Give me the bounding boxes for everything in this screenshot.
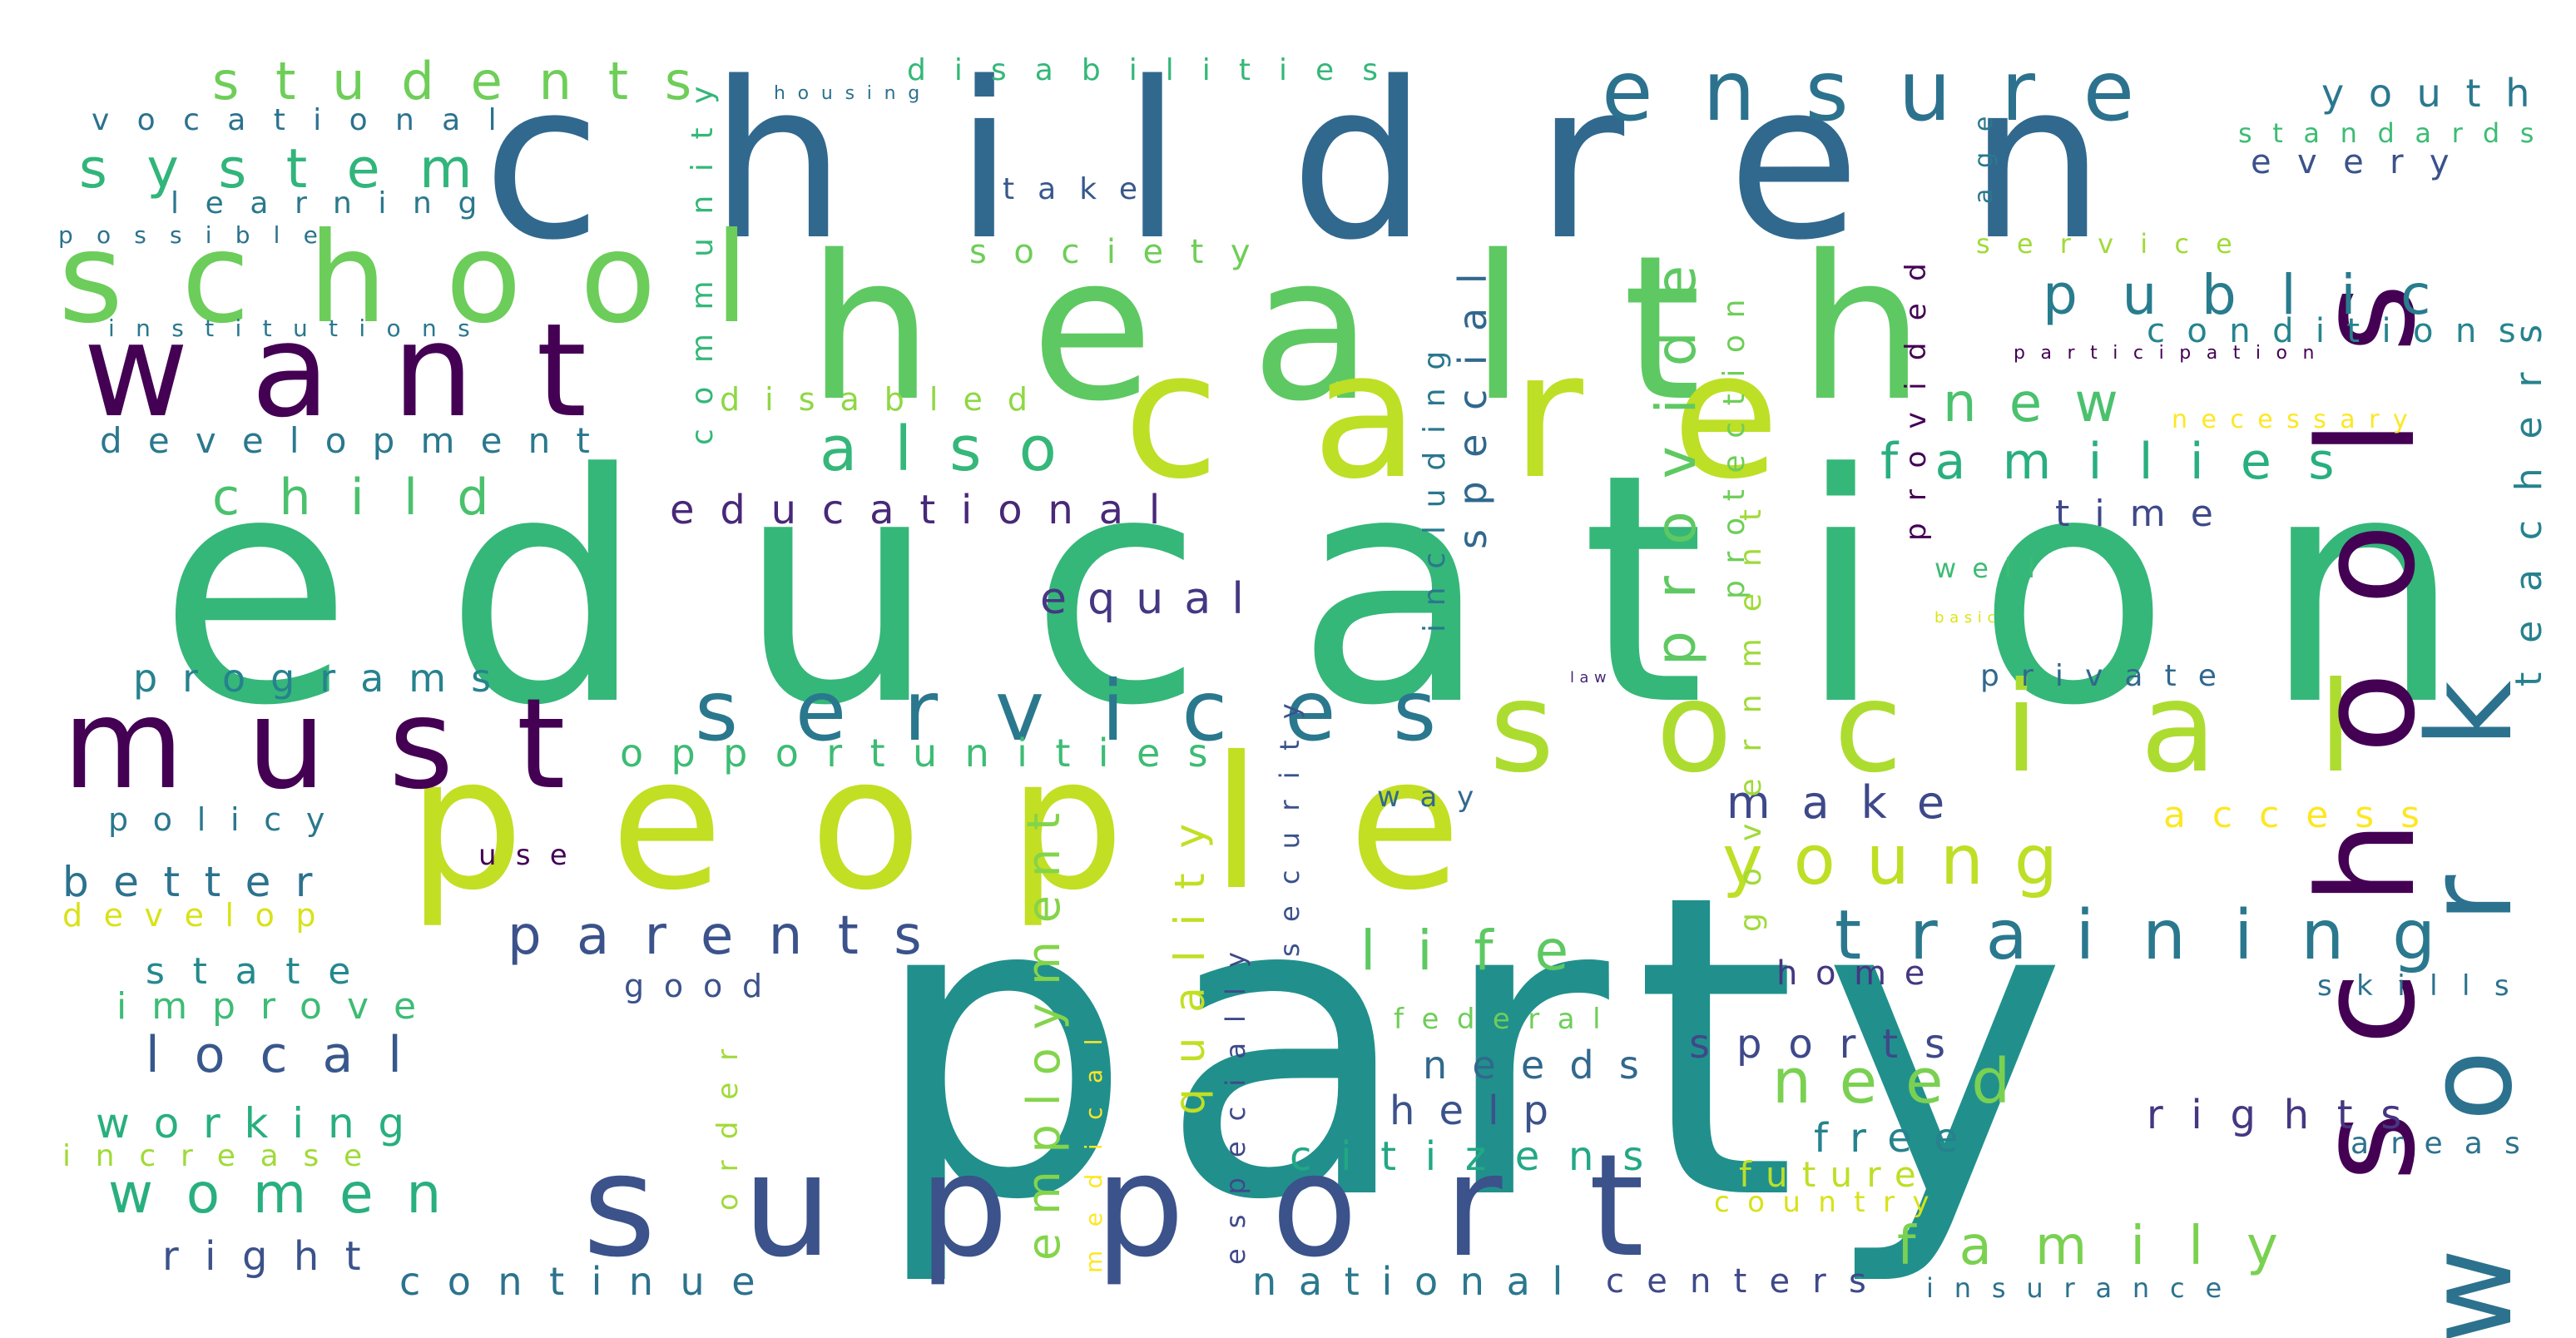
word-child: child <box>212 468 528 527</box>
word-need: need <box>1772 1046 2039 1117</box>
word-family: family <box>1897 1216 2322 1277</box>
word-continue: continue <box>399 1259 783 1304</box>
word-increase: increase <box>62 1139 387 1173</box>
word-country: country <box>1714 1186 1947 1219</box>
word-citizens: citizens <box>1290 1133 1672 1180</box>
word-government: government <box>1733 483 1768 932</box>
word-life: life <box>1360 919 1610 983</box>
word-service: service <box>1976 228 2260 260</box>
word-training: training <box>1835 896 2484 975</box>
word-time: time <box>2055 493 2238 535</box>
word-basic: basic <box>1934 609 2001 627</box>
word-teachers: teachers <box>2508 295 2551 687</box>
word-local: local <box>146 1026 438 1084</box>
word-services: services <box>695 662 1494 760</box>
word-needs: needs <box>1423 1043 1665 1088</box>
word-help: help <box>1390 1088 1573 1134</box>
word-state: state <box>146 950 379 993</box>
word-development: development <box>100 420 617 461</box>
word-every: every <box>2251 143 2476 181</box>
word-sports: sports <box>1689 1021 1972 1068</box>
word-learning: learning <box>171 186 503 221</box>
word-future: future <box>1739 1154 1930 1195</box>
word-disabilities: disabilities <box>907 53 1407 87</box>
word-areas: areas <box>2351 1127 2542 1161</box>
word-use: use <box>478 839 587 872</box>
word-education: education <box>158 406 2555 775</box>
word-conditions: conditions <box>2147 312 2538 350</box>
word-party: party <box>869 806 2093 1291</box>
word-law: law <box>1570 669 1612 686</box>
word-society: society <box>969 233 1278 271</box>
word-school: school <box>58 206 808 351</box>
word-develop: develop <box>62 897 338 934</box>
word-support: support <box>582 1124 1731 1289</box>
word-better: better <box>62 858 337 906</box>
word-families: families <box>1880 433 2371 491</box>
word-participation: participation <box>2014 343 2331 364</box>
word-well: well <box>1934 553 2052 584</box>
word-home: home <box>1776 954 1943 993</box>
word-including: including <box>1417 333 1452 632</box>
word-social: social <box>1489 656 2455 800</box>
word-students: students <box>212 51 729 112</box>
word-way: way <box>1377 780 1494 814</box>
word-educational: educational <box>670 487 1186 533</box>
word-age: age <box>1969 96 1999 204</box>
word-medical: medical <box>1080 1014 1108 1274</box>
word-people: people <box>408 717 1548 930</box>
word-free: free <box>1814 1115 1981 1162</box>
word-security: security <box>1274 681 1306 958</box>
word-private: private <box>1980 659 2238 693</box>
word-take: take <box>1003 172 1162 206</box>
word-special: special <box>1450 249 1496 550</box>
word-centers: centers <box>1606 1262 1890 1301</box>
word-right: right <box>162 1233 387 1280</box>
word-quality: quality <box>1166 799 1214 1115</box>
word-young: young <box>1722 821 2088 900</box>
word-insurance: insurance <box>1926 1272 2243 1304</box>
word-provide: provide <box>1644 232 1709 667</box>
word-provided: provided <box>1900 241 1933 541</box>
word-programs: programs <box>133 656 516 701</box>
word-order: order <box>711 1027 746 1212</box>
word-national: national <box>1252 1259 1586 1304</box>
word-housing: housing <box>774 83 933 104</box>
word-opportunities: opportunities <box>620 731 1236 776</box>
word-women: women <box>108 1162 474 1226</box>
word-good: good <box>624 968 782 1004</box>
word-make: make <box>1726 776 1976 829</box>
word-want: want <box>83 295 650 446</box>
word-health: health <box>807 212 2022 445</box>
word-care: care <box>1123 314 1872 518</box>
word-also: also <box>820 414 1095 485</box>
word-parents: parents <box>508 905 957 967</box>
word-community: community <box>685 62 720 445</box>
word-necessary: necessary <box>2172 405 2422 434</box>
word-disabled: disabled <box>720 381 1053 418</box>
word-access: access <box>2163 794 2447 836</box>
word-must: must <box>62 672 628 817</box>
word-especially: especially <box>1219 932 1251 1265</box>
word-standards: standards <box>2238 117 2555 149</box>
word-ensure: ensure <box>1602 42 2184 140</box>
word-working: working <box>96 1099 429 1147</box>
word-federal: federal <box>1394 1003 1619 1036</box>
word-possible: possible <box>58 221 341 249</box>
word-new: new <box>1943 373 2152 434</box>
word-equal: equal <box>1040 574 1265 624</box>
word-skills: skills <box>2317 969 2534 1003</box>
word-rights: rights <box>2147 1092 2430 1138</box>
word-policy: policy <box>108 801 350 838</box>
word-employment: employment <box>1018 794 1071 1261</box>
word-children: children <box>483 37 2213 288</box>
word-public: public <box>2043 263 2475 327</box>
word-institutions: institutions <box>108 315 492 342</box>
word-system: system <box>79 137 512 201</box>
word-youth: youth <box>2321 71 2555 116</box>
word-improve: improve <box>116 985 442 1028</box>
word-vocational: vocational <box>92 103 525 137</box>
